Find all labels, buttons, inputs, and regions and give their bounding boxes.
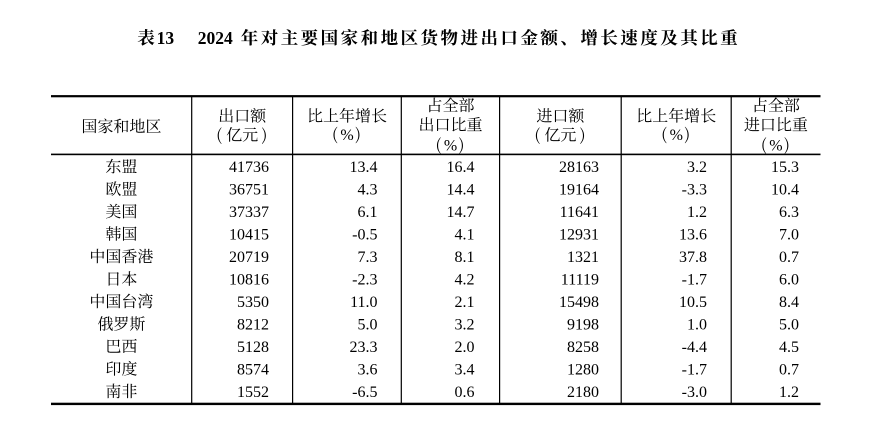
svg-text:8574: 8574 [237,361,269,378]
svg-text:%: % [769,137,782,154]
svg-text:0.6: 0.6 [455,384,475,401]
svg-text:13: 13 [157,28,175,48]
svg-text:-4.4: -4.4 [682,339,707,356]
svg-text:-1.7: -1.7 [682,272,707,289]
svg-text:20719: 20719 [229,249,269,266]
svg-text:3.4: 3.4 [455,361,475,378]
svg-text:%: % [670,127,683,144]
svg-text:11119: 11119 [561,272,599,289]
svg-text:10.5: 10.5 [679,294,707,311]
svg-text:23.3: 23.3 [350,339,378,356]
svg-text:13.4: 13.4 [350,159,378,176]
svg-text:9198: 9198 [567,317,599,334]
svg-text:41736: 41736 [229,159,269,176]
svg-text:7.0: 7.0 [779,227,799,244]
svg-text:16.4: 16.4 [447,159,475,176]
svg-text:8.4: 8.4 [779,294,799,311]
svg-text:19164: 19164 [559,182,599,199]
svg-text:%: % [340,127,353,144]
svg-text:11.0: 11.0 [350,294,377,311]
svg-text:3.2: 3.2 [687,159,707,176]
svg-text:5350: 5350 [237,294,269,311]
svg-text:-2.3: -2.3 [352,272,377,289]
svg-text:2.1: 2.1 [455,294,475,311]
svg-text:10.4: 10.4 [771,182,799,199]
svg-text:-3.0: -3.0 [682,384,707,401]
svg-text:3.2: 3.2 [455,317,475,334]
svg-text:15.3: 15.3 [771,159,799,176]
svg-text:7.3: 7.3 [358,249,378,266]
svg-text:-3.3: -3.3 [682,182,707,199]
svg-text:10415: 10415 [229,227,269,244]
svg-text:4.2: 4.2 [455,272,475,289]
svg-text:36751: 36751 [229,182,269,199]
svg-text:1321: 1321 [567,249,599,266]
svg-text:5128: 5128 [237,339,269,356]
svg-text:1280: 1280 [567,361,599,378]
svg-text:0.7: 0.7 [779,361,799,378]
svg-text:-6.5: -6.5 [352,384,377,401]
svg-text:3.6: 3.6 [358,361,378,378]
svg-text:5.0: 5.0 [358,317,378,334]
svg-text:4.5: 4.5 [779,339,799,356]
svg-text:4.1: 4.1 [455,227,475,244]
svg-text:12931: 12931 [559,227,599,244]
svg-text:6.0: 6.0 [779,272,799,289]
svg-text:28163: 28163 [559,159,599,176]
svg-text:6.3: 6.3 [779,204,799,221]
svg-text:11641: 11641 [560,204,599,221]
svg-text:4.3: 4.3 [358,182,378,199]
svg-text:8258: 8258 [567,339,599,356]
svg-text:37.8: 37.8 [679,249,707,266]
svg-text:0.7: 0.7 [779,249,799,266]
svg-text:1.2: 1.2 [687,204,707,221]
svg-text:14.7: 14.7 [447,204,475,221]
svg-text:8212: 8212 [237,317,269,334]
svg-text:1.2: 1.2 [779,384,799,401]
svg-text:1.0: 1.0 [687,317,707,334]
svg-text:14.4: 14.4 [447,182,475,199]
svg-text:%: % [444,137,457,154]
svg-text:-1.7: -1.7 [682,361,707,378]
svg-text:5.0: 5.0 [779,317,799,334]
svg-text:2180: 2180 [567,384,599,401]
svg-text:13.6: 13.6 [679,227,707,244]
svg-text:2024: 2024 [198,28,233,48]
svg-text:-0.5: -0.5 [352,227,377,244]
svg-text:37337: 37337 [229,204,269,221]
svg-text:15498: 15498 [559,294,599,311]
svg-text:10816: 10816 [229,272,269,289]
svg-text:1552: 1552 [237,384,269,401]
svg-text:2.0: 2.0 [455,339,475,356]
svg-text:8.1: 8.1 [455,249,475,266]
svg-text:6.1: 6.1 [358,204,378,221]
